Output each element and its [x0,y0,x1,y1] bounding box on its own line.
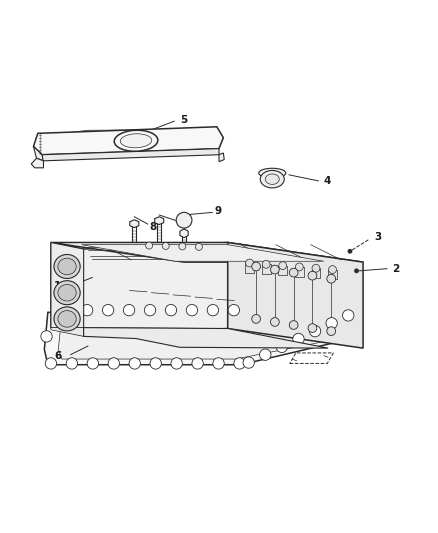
Polygon shape [51,243,84,328]
Circle shape [295,263,303,271]
Text: 8: 8 [149,222,156,232]
Polygon shape [245,263,254,272]
Circle shape [354,269,359,273]
Text: 5: 5 [180,115,188,125]
Circle shape [150,358,161,369]
Circle shape [271,265,279,274]
Circle shape [252,262,261,271]
Polygon shape [51,328,84,336]
Circle shape [289,268,298,277]
Polygon shape [311,268,320,278]
Circle shape [262,261,270,268]
Circle shape [293,333,304,345]
Circle shape [81,304,93,316]
Circle shape [327,274,336,283]
Circle shape [328,265,336,273]
Ellipse shape [58,311,76,327]
Polygon shape [51,243,363,262]
Polygon shape [51,243,228,336]
Polygon shape [84,328,328,348]
Text: 1: 1 [54,281,61,291]
Text: 7: 7 [180,216,187,227]
Text: 2: 2 [392,264,399,273]
Circle shape [66,358,78,369]
Circle shape [279,262,287,270]
Polygon shape [295,267,304,277]
Circle shape [308,324,317,333]
Polygon shape [262,264,271,274]
Circle shape [129,358,141,369]
Circle shape [60,304,72,316]
Text: 6: 6 [55,351,62,361]
Circle shape [162,243,169,249]
Circle shape [87,358,99,369]
Circle shape [234,358,245,369]
Circle shape [289,321,298,329]
Ellipse shape [58,285,76,301]
Polygon shape [130,220,139,228]
Circle shape [260,349,271,360]
Circle shape [252,314,261,323]
Circle shape [348,249,352,253]
Circle shape [246,259,254,267]
Polygon shape [84,328,228,336]
Polygon shape [58,311,341,359]
Circle shape [146,242,152,249]
Ellipse shape [260,171,284,188]
Polygon shape [328,270,337,279]
Circle shape [312,264,320,272]
Circle shape [124,304,135,316]
Ellipse shape [259,168,286,178]
Polygon shape [228,243,363,348]
Text: 4: 4 [324,176,331,187]
Polygon shape [44,308,354,365]
Circle shape [309,326,321,337]
Circle shape [243,357,254,368]
Circle shape [207,304,219,316]
Circle shape [271,318,279,326]
Circle shape [108,358,120,369]
Circle shape [102,304,114,316]
Circle shape [45,358,57,369]
Ellipse shape [114,130,158,151]
Circle shape [176,212,192,228]
Circle shape [186,304,198,316]
Circle shape [41,330,52,342]
Circle shape [213,358,224,369]
Circle shape [145,304,155,316]
Circle shape [343,310,354,321]
Circle shape [195,244,202,251]
Circle shape [171,358,182,369]
Polygon shape [42,149,219,161]
Circle shape [327,327,336,335]
Circle shape [276,341,288,352]
Ellipse shape [58,258,76,275]
Circle shape [179,243,186,250]
Polygon shape [155,217,164,224]
Text: 3: 3 [375,232,382,242]
Polygon shape [33,127,223,155]
Ellipse shape [120,134,152,148]
Ellipse shape [54,254,80,279]
Circle shape [228,304,240,316]
Polygon shape [219,153,224,161]
Polygon shape [33,147,43,161]
Polygon shape [180,229,188,238]
Ellipse shape [54,307,80,331]
Text: 9: 9 [215,206,222,216]
Polygon shape [31,158,43,168]
Ellipse shape [54,281,80,305]
Polygon shape [279,265,287,275]
Circle shape [326,318,337,329]
Circle shape [308,271,317,280]
Circle shape [192,358,203,369]
Circle shape [165,304,177,316]
Ellipse shape [265,174,279,184]
Polygon shape [81,245,324,261]
